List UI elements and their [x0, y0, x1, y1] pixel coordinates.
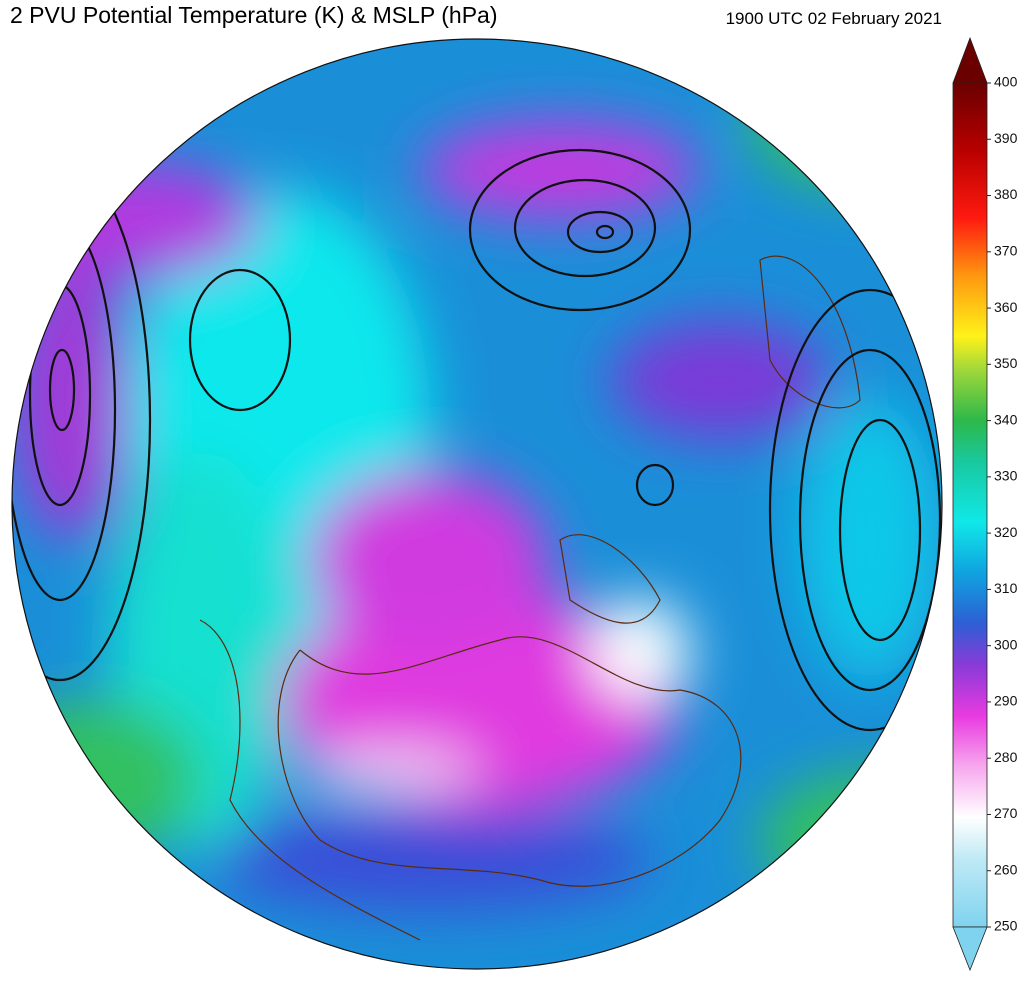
colorbar-tick-label: 400: [994, 74, 1018, 90]
map-title: 2 PVU Potential Temperature (K) & MSLP (…: [10, 2, 497, 28]
colorbar-tick-label: 380: [994, 186, 1018, 202]
colorbar-tick-label: 290: [994, 693, 1018, 709]
timestamp: 1900 UTC 02 February 2021: [726, 9, 942, 28]
colorbar-extend-min: [952, 926, 988, 972]
colorbar: 250 260 270 280 290 300 310 320 330 340 350 360 370 3…: [952, 36, 1018, 972]
colorbar-tick-label: 340: [994, 411, 1018, 427]
colorbar-tick-label: 330: [994, 468, 1018, 484]
colorbar-tick-label: 260: [994, 861, 1018, 877]
colorbar-tick-label: 370: [994, 243, 1018, 259]
colorbar-scale: [952, 82, 988, 928]
colorbar-tick-label: 270: [994, 805, 1018, 821]
colorbar-tick-label: 300: [994, 636, 1018, 652]
colorbar-tick-label: 250: [994, 918, 1018, 934]
colorbar-tick-label: 390: [994, 130, 1018, 146]
colorbar-tick-label: 310: [994, 580, 1018, 596]
colorbar-tick-label: 320: [994, 524, 1018, 540]
colorbar-tick-label: 280: [994, 749, 1018, 765]
coastlines: [199, 255, 861, 941]
colorbar-tick-label: 360: [994, 299, 1018, 315]
colorbar-extend-max: [952, 36, 988, 84]
map: [12, 39, 942, 969]
colorbar-tick-label: 350: [994, 355, 1018, 371]
globe-outline: [11, 38, 943, 970]
